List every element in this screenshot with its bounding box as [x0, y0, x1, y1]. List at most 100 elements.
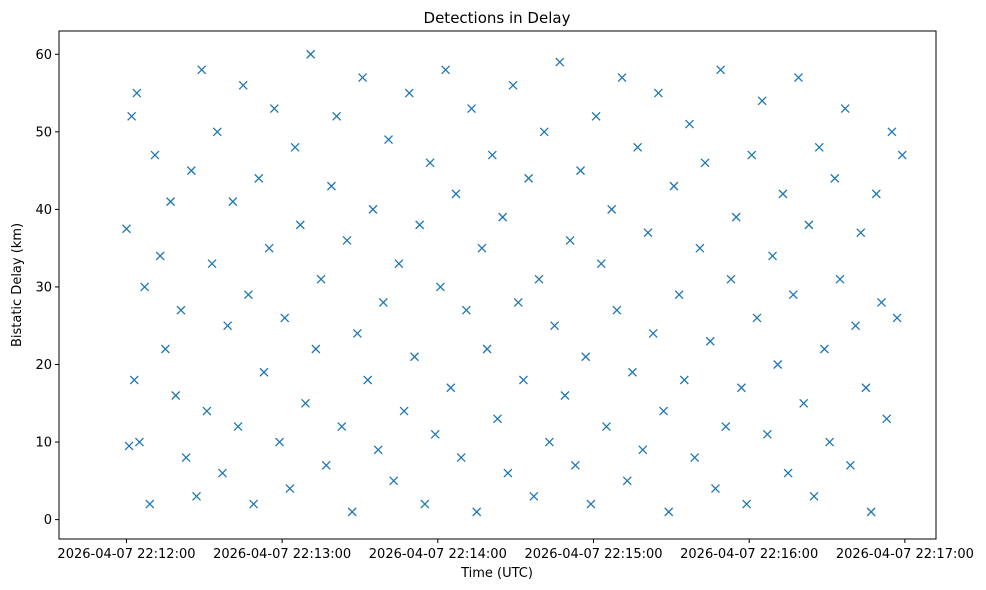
- detection-point: [534, 274, 544, 284]
- detection-point: [700, 158, 710, 168]
- y-tick-label: 20: [35, 358, 52, 373]
- x-tick-label: 2026-04-07 22:15:00: [524, 547, 662, 562]
- detection-point: [269, 104, 279, 114]
- detection-point: [773, 360, 783, 369]
- detection-point: [140, 282, 150, 292]
- detection-point: [669, 181, 679, 191]
- y-tick-label: 60: [35, 48, 52, 63]
- y-tick-label: 50: [35, 125, 52, 140]
- detection-point: [127, 111, 137, 121]
- detection-point: [498, 212, 508, 222]
- detection-point: [503, 468, 513, 478]
- detection-point: [627, 367, 637, 377]
- detection-point: [155, 251, 165, 261]
- detection-point: [342, 235, 352, 245]
- detection-point: [254, 173, 264, 183]
- detection-point: [565, 235, 575, 245]
- detection-point: [368, 204, 378, 214]
- detection-point: [679, 375, 689, 385]
- detection-point: [472, 507, 482, 517]
- y-tick-label: 30: [35, 280, 52, 295]
- detection-point: [122, 224, 131, 234]
- detection-point: [461, 305, 471, 315]
- scatter-series: [122, 49, 907, 517]
- detection-point: [518, 375, 528, 385]
- detection-point: [212, 127, 222, 137]
- detection-point: [290, 142, 300, 152]
- detection-point: [410, 352, 419, 362]
- detection-point: [373, 445, 383, 455]
- detection-point: [835, 274, 845, 284]
- detection-point: [809, 491, 819, 501]
- detection-point: [238, 80, 248, 90]
- detection-point: [384, 135, 393, 145]
- detection-point: [851, 321, 861, 331]
- detection-point: [477, 243, 487, 253]
- detection-point: [690, 453, 700, 463]
- detection-point: [243, 290, 253, 300]
- detection-point: [197, 65, 207, 75]
- detection-point: [524, 173, 534, 183]
- detection-point: [233, 422, 243, 432]
- detection-point: [887, 127, 897, 137]
- detection-point: [420, 499, 430, 509]
- detection-point: [404, 88, 414, 98]
- detection-point: [570, 460, 580, 470]
- detection-point: [871, 189, 881, 199]
- detection-point: [321, 460, 331, 470]
- detection-point: [612, 305, 622, 315]
- detection-point: [301, 398, 310, 408]
- plot-frame: [58, 30, 937, 540]
- detection-point: [295, 220, 305, 230]
- detection-point: [176, 305, 186, 315]
- detection-point: [160, 344, 170, 354]
- detection-point: [825, 437, 835, 447]
- detection-point: [555, 57, 565, 67]
- detection-point: [685, 119, 694, 129]
- detection-point: [897, 150, 907, 160]
- detection-point: [150, 150, 160, 160]
- detection-point: [731, 212, 741, 222]
- detection-point: [664, 507, 674, 517]
- detection-point: [638, 445, 648, 455]
- detection-point: [181, 453, 191, 463]
- detection-point: [363, 375, 373, 385]
- chart-title: Detections in Delay: [424, 9, 571, 27]
- y-tick-label: 10: [35, 436, 52, 451]
- detection-point: [892, 313, 902, 323]
- detection-point: [513, 297, 523, 307]
- detection-point: [544, 437, 554, 447]
- y-tick-label: 0: [44, 513, 52, 528]
- y-tick-label: 40: [35, 203, 52, 218]
- detection-point: [778, 189, 788, 199]
- detection-point: [352, 329, 362, 338]
- detection-point: [487, 150, 497, 160]
- detection-point: [482, 344, 492, 354]
- detection-point: [602, 422, 611, 432]
- detection-point: [845, 460, 855, 470]
- x-axis: 2026-04-07 22:12:00 2026-04-07 22:13:00 20…: [57, 539, 974, 562]
- detection-point: [134, 437, 144, 447]
- detection-point: [145, 499, 155, 509]
- detection-point: [794, 73, 803, 82]
- detection-point: [622, 476, 632, 486]
- detection-point: [337, 422, 347, 432]
- detection-point: [223, 321, 233, 331]
- detection-point: [456, 453, 466, 463]
- x-axis-label: Time (UTC): [460, 566, 533, 581]
- detection-point: [259, 367, 269, 377]
- detection-point: [705, 336, 715, 346]
- detection-point: [202, 406, 212, 416]
- detection-point: [716, 65, 726, 75]
- detection-point: [430, 429, 440, 439]
- x-tick-label: 2026-04-07 22:12:00: [57, 547, 195, 562]
- detection-point: [560, 391, 570, 400]
- detection-point: [129, 375, 139, 385]
- detection-point: [124, 441, 134, 451]
- detection-point: [218, 468, 227, 478]
- detection-point: [726, 274, 736, 284]
- detection-point: [311, 344, 321, 354]
- y-axis-label: Bistatic Delay (km): [10, 223, 25, 347]
- detection-point: [721, 422, 731, 432]
